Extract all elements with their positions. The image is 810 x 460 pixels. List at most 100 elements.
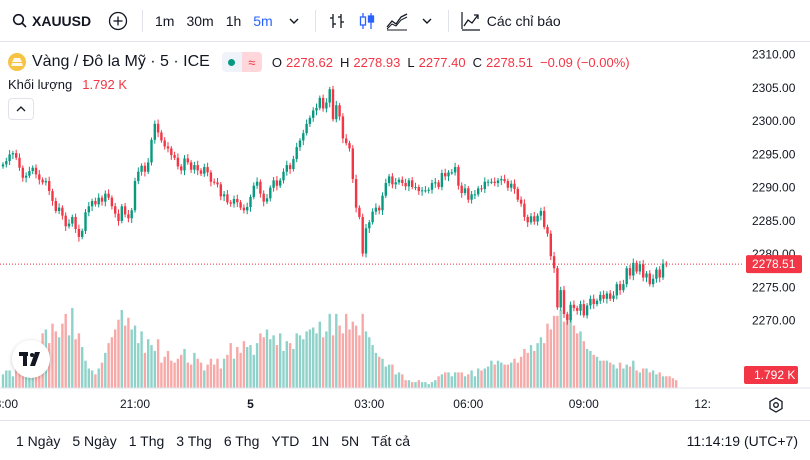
range-1-day[interactable]: 1 Ngày	[16, 432, 61, 449]
volume-bar	[615, 368, 618, 388]
volume-bar	[71, 308, 74, 388]
volume-bar	[150, 345, 153, 388]
bar-style-button[interactable]	[322, 0, 352, 42]
volume-bar	[354, 325, 358, 388]
chart-canvas[interactable]: 2310.00 2305.00 2300.00 2295.00 2290.00 2285.…	[0, 42, 810, 420]
time-axis-settings-button[interactable]	[766, 395, 786, 415]
candle-body	[133, 181, 137, 211]
volume-bar	[566, 319, 569, 388]
indicators-button[interactable]: Các chỉ báo	[455, 0, 561, 42]
candle-body	[635, 262, 638, 272]
volume-bar	[143, 352, 147, 388]
volume-bar	[8, 370, 11, 388]
range-5-years[interactable]: 5N	[341, 432, 360, 449]
volume-tag-label: 1.792 K	[754, 368, 795, 382]
candle-body	[38, 174, 41, 180]
chevron-down-icon	[422, 18, 432, 24]
volume-bar	[493, 364, 496, 388]
candles-style-button[interactable]	[352, 0, 382, 42]
timezone-clock[interactable]: 11:14:19 (UTC+7)	[686, 432, 798, 449]
range-1-year[interactable]: 1N	[311, 432, 330, 449]
candle-body	[8, 154, 11, 162]
candle-body	[64, 215, 67, 227]
market-status[interactable]: ≈	[221, 52, 262, 72]
candle-body	[312, 110, 315, 118]
range-1-month[interactable]: 1 Thg	[128, 432, 165, 449]
candle-body	[397, 179, 401, 183]
low-label: L	[407, 54, 415, 70]
volume-bar	[420, 382, 424, 388]
volume-bar	[453, 372, 457, 388]
chart-type-dropdown-button[interactable]	[412, 0, 442, 42]
volume-bar	[463, 376, 467, 388]
volume-bar	[519, 356, 523, 388]
volume-bar	[259, 333, 262, 388]
volume-legend-row[interactable]: Khối lượng 1.792 K	[8, 74, 633, 94]
range-all[interactable]: Tất cả	[371, 432, 411, 449]
volume-bar	[255, 343, 259, 388]
interval-dropdown-button[interactable]	[279, 0, 309, 42]
tradingview-logo[interactable]	[12, 340, 50, 378]
volume-bar	[450, 376, 453, 388]
candle-body	[242, 207, 246, 211]
candle-body	[302, 133, 305, 141]
search-icon	[12, 13, 27, 28]
volume-bar	[74, 339, 77, 388]
volume-bar	[213, 364, 216, 388]
close-value: 2278.51	[485, 54, 533, 70]
volume-bar	[668, 376, 671, 388]
volume-bar	[262, 337, 265, 388]
range-ytd[interactable]: YTD	[271, 432, 300, 449]
price-chart[interactable]: 2310.00 2305.00 2300.00 2295.00 2290.00 2285.…	[0, 42, 810, 420]
candle-body	[147, 162, 150, 172]
volume-bar	[533, 350, 536, 388]
symbol-search-button[interactable]: XAUUSD	[0, 0, 100, 42]
candle-body	[325, 102, 328, 109]
candle-body	[246, 206, 249, 211]
candle-body	[84, 212, 87, 231]
range-3-months[interactable]: 3 Thg	[176, 432, 212, 449]
candle-body	[470, 194, 473, 200]
volume-bar	[57, 337, 61, 388]
volume-bar	[397, 372, 401, 388]
compare-symbol-button[interactable]	[100, 0, 136, 42]
volume-bar	[77, 333, 81, 388]
volume-bar	[642, 368, 645, 388]
candle-body	[552, 256, 556, 269]
volume-bar	[473, 376, 477, 388]
candle-body	[585, 305, 589, 316]
candle-body	[576, 308, 579, 311]
volume-bar	[315, 333, 318, 388]
volume-bar	[401, 374, 404, 388]
area-style-button[interactable]	[382, 0, 412, 42]
top-toolbar: XAUUSD 1m 30m 1h 5m Các chỉ báo	[0, 0, 810, 42]
collapse-legend-button[interactable]	[8, 98, 34, 120]
interval-1m[interactable]: 1m	[155, 12, 175, 29]
volume-bar	[394, 374, 397, 388]
series-legend-row[interactable]: Vàng / Đô la Mỹ · 5 · ICE ≈ O 2278.62 H 22…	[8, 50, 633, 74]
time-tick-label: 21:00	[120, 397, 150, 411]
candle-body	[137, 171, 140, 182]
candle-body	[71, 216, 74, 224]
volume-bar	[490, 360, 493, 388]
interval-5m[interactable]: 5m	[253, 12, 273, 29]
volume-bar	[1, 374, 5, 388]
volume-bar	[295, 333, 298, 388]
range-6-months[interactable]: 6 Thg	[223, 432, 260, 449]
candle-body	[420, 190, 424, 192]
volume-bar	[503, 364, 506, 388]
interval-30m[interactable]: 30m	[186, 12, 214, 29]
candle-body	[539, 210, 543, 216]
candle-body	[559, 290, 562, 308]
candle-body	[81, 230, 84, 237]
range-5-days[interactable]: 5 Ngày	[72, 432, 117, 449]
last-price-label: 2278.51	[752, 257, 796, 271]
chart-legend: Vàng / Đô la Mỹ · 5 · ICE ≈ O 2278.62 H 22…	[8, 50, 633, 120]
volume-bar	[123, 325, 127, 388]
candle-body	[44, 181, 48, 183]
volume-bar	[529, 345, 533, 388]
volume-bar	[229, 343, 232, 388]
interval-1h[interactable]: 1h	[225, 12, 242, 29]
candle-body	[199, 170, 203, 174]
volume-bar	[15, 366, 18, 388]
